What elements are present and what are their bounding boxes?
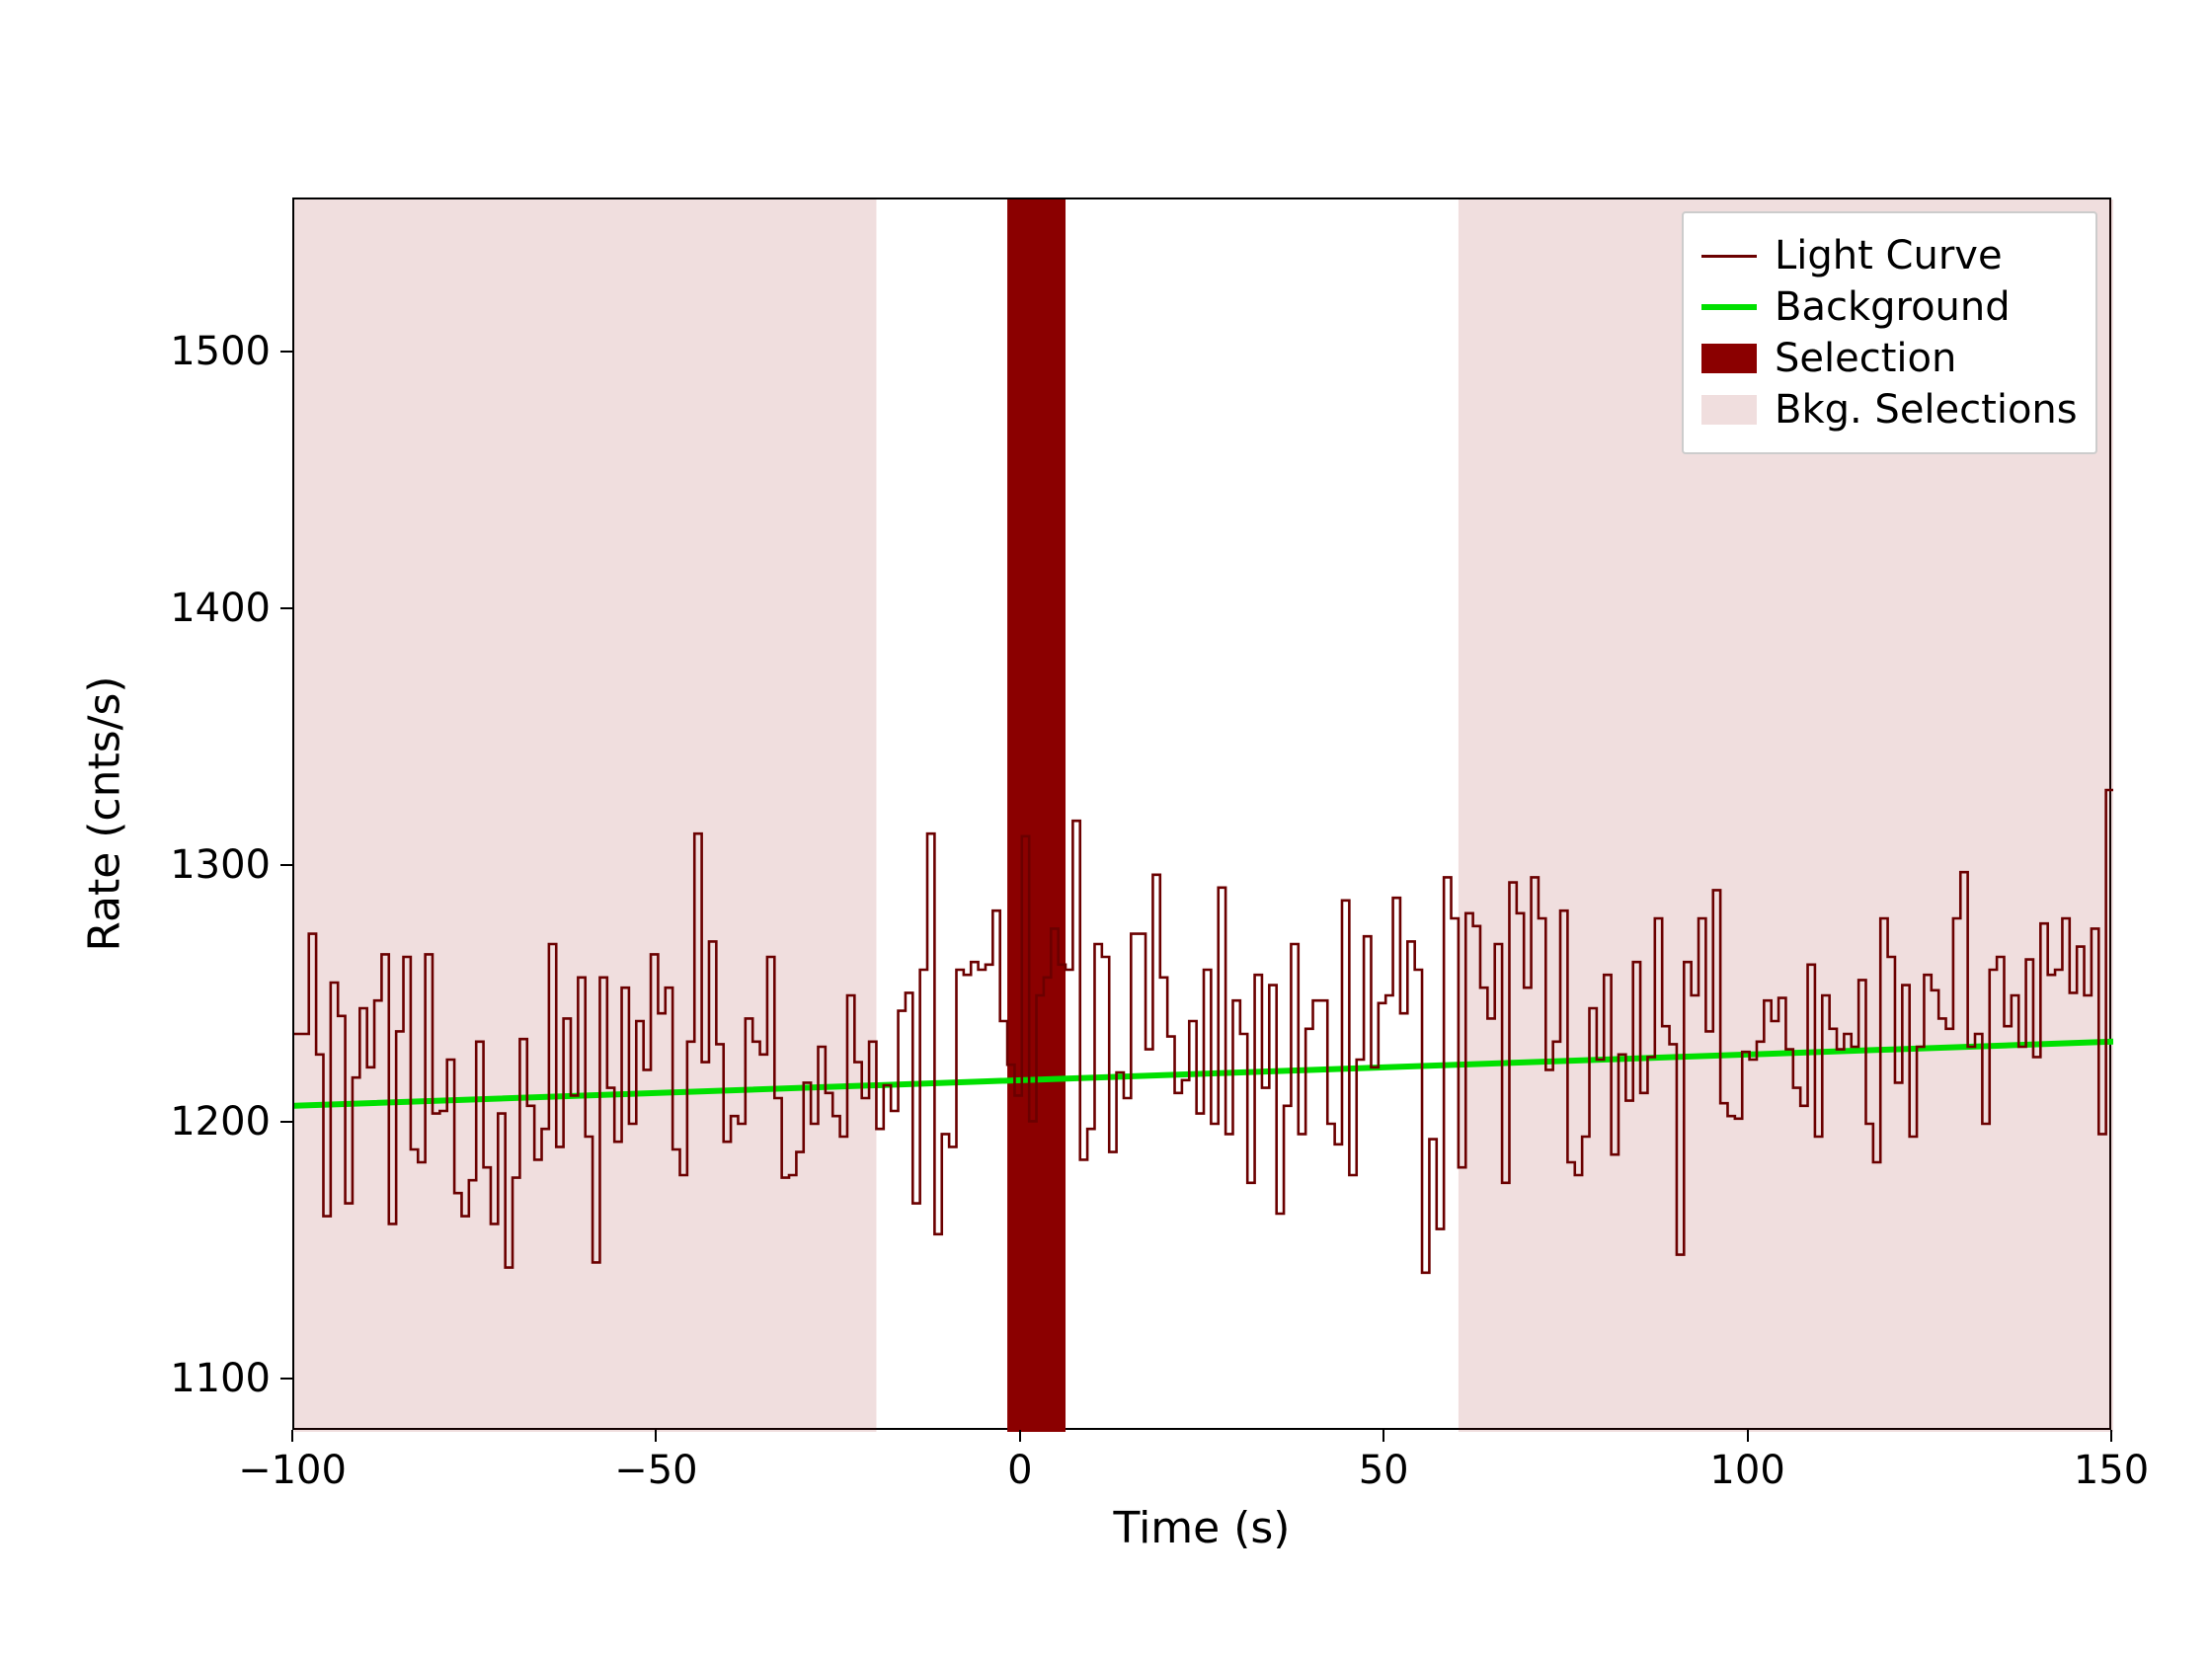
x-tick-label: 150 <box>2074 1448 2149 1493</box>
tick-mark <box>655 1430 657 1442</box>
tick-mark <box>280 351 292 353</box>
legend-label: Light Curve <box>1775 233 2003 278</box>
legend-label: Bkg. Selections <box>1775 387 2078 433</box>
x-tick-label: −50 <box>614 1448 697 1493</box>
legend-item: Selection <box>1701 336 2078 381</box>
y-tick-label: 1200 <box>170 1099 271 1145</box>
legend-line-swatch <box>1701 304 1757 310</box>
y-tick-label: 1300 <box>170 842 271 888</box>
x-tick-label: 0 <box>1007 1448 1032 1493</box>
legend-item: Background <box>1701 284 2078 330</box>
y-tick-label: 1500 <box>170 329 271 374</box>
tick-mark <box>291 1430 293 1442</box>
y-axis-label: Rate (cnts/s) <box>80 675 130 951</box>
bkg-selection-region <box>294 199 876 1432</box>
x-tick-label: 100 <box>1709 1448 1784 1493</box>
y-axis-label-text: Rate (cnts/s) <box>80 675 130 951</box>
tick-mark <box>280 1378 292 1380</box>
y-tick-label: 1100 <box>170 1356 271 1401</box>
tick-mark <box>1747 1430 1749 1442</box>
selection-region <box>1007 199 1066 1432</box>
legend-patch-swatch <box>1701 344 1757 373</box>
legend-item: Bkg. Selections <box>1701 387 2078 433</box>
figure: Rate (cnts/s) Time (s) −100 −50 0 50 100 150 1… <box>0 0 2212 1659</box>
y-tick-label: 1400 <box>170 586 271 631</box>
legend: Light Curve Background Selection Bkg. Selec… <box>1682 211 2097 454</box>
x-axis-label: Time (s) <box>1114 1503 1291 1553</box>
legend-line-swatch <box>1701 255 1757 258</box>
x-tick-label: 50 <box>1359 1448 1409 1493</box>
legend-label: Selection <box>1775 336 1956 381</box>
x-axis-label-text: Time (s) <box>1114 1503 1291 1553</box>
tick-mark <box>2110 1430 2112 1442</box>
x-tick-label: −100 <box>238 1448 347 1493</box>
legend-label: Background <box>1775 284 2011 330</box>
tick-mark <box>280 1121 292 1123</box>
tick-mark <box>280 607 292 609</box>
tick-mark <box>1382 1430 1384 1442</box>
legend-patch-swatch <box>1701 395 1757 425</box>
tick-mark <box>280 864 292 866</box>
tick-mark <box>1019 1430 1021 1442</box>
legend-item: Light Curve <box>1701 233 2078 278</box>
